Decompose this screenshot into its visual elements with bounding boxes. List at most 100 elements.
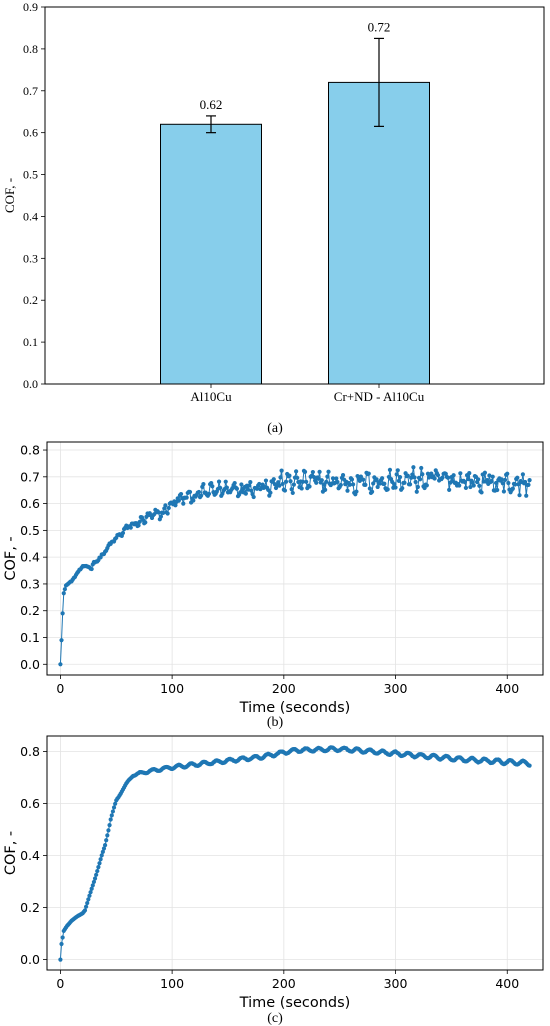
- data-point: [59, 941, 64, 947]
- data-point: [471, 483, 476, 488]
- data-point: [82, 908, 88, 913]
- y-tick-label: 0.1: [20, 630, 40, 645]
- data-point: [479, 490, 484, 495]
- data-point: [158, 514, 164, 519]
- data-point: [289, 487, 294, 492]
- line-chart-b: 0.0 0.1 0.2 0.3 0.4 0.5 0.6 0.7 0.8 0 100 200 300 400…: [3, 441, 544, 730]
- data-point: [91, 879, 97, 885]
- data-point: [92, 876, 98, 881]
- data-point: [288, 479, 293, 484]
- value-label-2: 0.72: [368, 19, 391, 34]
- data-point: [61, 591, 66, 596]
- bar-chart-a: 0.0 0.1 0.2 0.3 0.4 0.5 0.6 0.7 0.8 0.9 0.62 Al10Cu…: [2, 0, 545, 436]
- data-point: [60, 935, 65, 940]
- data-point: [210, 484, 215, 489]
- x-tick-label: 300: [384, 681, 408, 696]
- data-point: [156, 510, 161, 515]
- data-point: [369, 489, 375, 494]
- data-point: [206, 491, 212, 496]
- data-point: [107, 823, 112, 828]
- data-point: [89, 886, 94, 891]
- data-point: [181, 501, 186, 506]
- data-point: [58, 957, 63, 962]
- data-point: [310, 469, 315, 475]
- data-point: [397, 475, 403, 480]
- y-tick-label: 0.4: [20, 550, 40, 565]
- data-point: [187, 489, 193, 495]
- data-point: [97, 861, 102, 866]
- data-point: [224, 485, 229, 490]
- data-point: [136, 523, 141, 528]
- y-tick-label: 0.8: [20, 744, 40, 759]
- data-point: [323, 487, 328, 492]
- y-tick-label-a: 0.3: [23, 251, 38, 265]
- data-point: [100, 849, 105, 854]
- data-point: [424, 483, 429, 488]
- data-point: [467, 470, 472, 476]
- data-point: [257, 481, 262, 487]
- y-tick-label-a: 0.7: [23, 84, 38, 98]
- data-point: [347, 482, 352, 487]
- y-tick-label-a: 0.1: [23, 335, 38, 349]
- data-point: [338, 482, 343, 488]
- data-point: [283, 479, 289, 484]
- x-tick-label: 100: [160, 681, 184, 696]
- data-point: [326, 469, 331, 474]
- data-point: [468, 484, 473, 490]
- data-point: [280, 481, 285, 487]
- x-tick-label: 0: [56, 681, 64, 696]
- x-tick-label: 400: [495, 681, 519, 696]
- y-tick-label: 0.2: [20, 900, 40, 915]
- data-point: [101, 846, 107, 851]
- data-point: [299, 486, 304, 491]
- data-point: [361, 477, 366, 482]
- plot-frame: [46, 441, 544, 676]
- data-point: [394, 472, 399, 477]
- caption-a: (a): [267, 421, 283, 436]
- data-point: [374, 477, 379, 482]
- data-point: [476, 477, 481, 482]
- data-point: [294, 469, 299, 474]
- data-point: [314, 480, 319, 485]
- data-point: [495, 487, 500, 493]
- data-point: [392, 482, 397, 487]
- caption: (c): [267, 1011, 283, 1026]
- data-point: [128, 525, 133, 530]
- y-tick-label: 0.6: [20, 796, 40, 811]
- data-point: [85, 900, 90, 906]
- y-tick-label: 0.0: [20, 657, 40, 672]
- data-point: [173, 503, 178, 508]
- data-point: [276, 480, 281, 485]
- data-point: [111, 805, 117, 810]
- data-point: [516, 482, 521, 487]
- data-point: [60, 611, 65, 616]
- data-point: [345, 488, 350, 493]
- data-point: [178, 491, 184, 497]
- data-point: [527, 478, 532, 483]
- data-point: [334, 476, 339, 481]
- data-point: [287, 473, 292, 478]
- data-point: [247, 483, 252, 488]
- data-point: [251, 494, 256, 500]
- data-point: [99, 853, 104, 858]
- data-point: [277, 483, 282, 488]
- data-point: [201, 481, 206, 487]
- data-point: [166, 505, 171, 511]
- data-point: [176, 498, 181, 503]
- data-point: [407, 482, 413, 487]
- data-point: [330, 476, 336, 481]
- data-point: [409, 475, 414, 480]
- data-point: [499, 477, 504, 482]
- data-point: [477, 483, 482, 488]
- data-point: [512, 482, 518, 487]
- data-point: [380, 476, 385, 481]
- data-point: [354, 489, 359, 494]
- caption: (b): [267, 715, 284, 730]
- data-point: [243, 491, 248, 496]
- data-point: [414, 489, 419, 494]
- data-point: [515, 475, 520, 480]
- y-tick-label: 0.7: [20, 469, 40, 484]
- data-point: [363, 482, 368, 487]
- data-point: [419, 465, 424, 471]
- data-point: [493, 480, 499, 486]
